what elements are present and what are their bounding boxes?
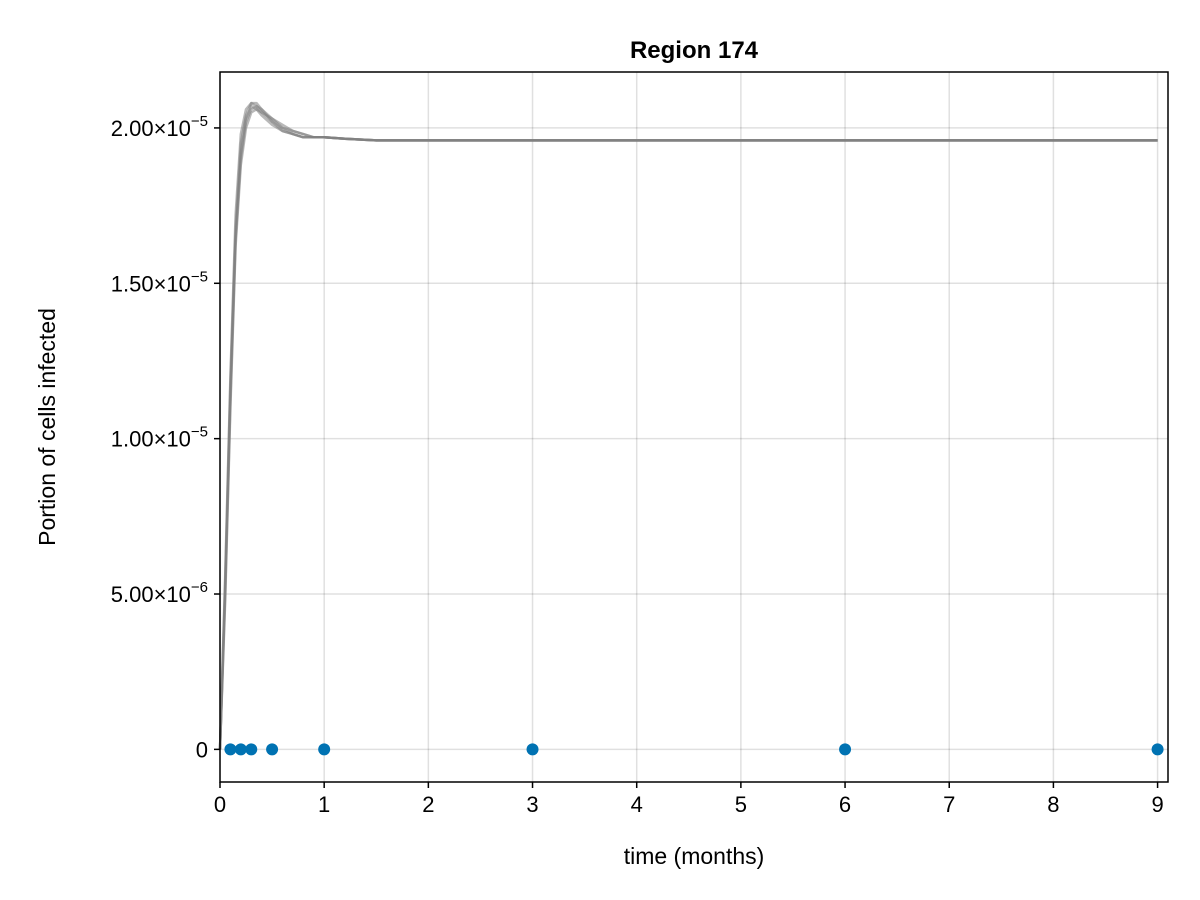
observation-point	[245, 743, 258, 756]
x-tick-label: 9	[1151, 792, 1163, 817]
x-tick-label: 8	[1047, 792, 1059, 817]
x-tick-label: 6	[839, 792, 851, 817]
observation-point	[224, 743, 237, 756]
x-axis-label: time (months)	[624, 843, 765, 869]
x-tick-label: 3	[526, 792, 538, 817]
y-tick-mantissa: 0	[196, 737, 208, 762]
observation-point	[1151, 743, 1164, 756]
plot-frame	[219, 71, 1169, 783]
observation-point	[526, 743, 539, 756]
y-tick-label: 2.00×10−5	[111, 113, 208, 141]
x-axis-ticks: 0 1 2 3 4 5 6 7 8 9	[214, 782, 1164, 817]
y-tick-mantissa: 1.50×10	[111, 271, 191, 296]
y-tick-mantissa: 5.00×10	[111, 582, 191, 607]
chart-title: Region 174	[630, 37, 759, 64]
observation-point	[318, 743, 331, 756]
simulation-ensemble	[218, 101, 1158, 750]
y-tick-exponent: −5	[191, 424, 208, 441]
y-tick-exponent: −5	[191, 268, 208, 285]
y-axis-label: Portion of cells infected	[34, 308, 60, 546]
simulation-line	[218, 104, 1158, 750]
x-tick-label: 0	[214, 792, 226, 817]
observation-point	[234, 743, 247, 756]
x-tick-label: 5	[735, 792, 747, 817]
gridlines	[219, 72, 1168, 782]
x-tick-label: 2	[422, 792, 434, 817]
observation-point	[839, 743, 852, 756]
y-tick-mantissa: 2.00×10	[111, 116, 191, 141]
y-tick-label: 1.50×10−5	[111, 268, 208, 296]
y-tick-exponent: −5	[191, 113, 208, 130]
y-tick-exponent: −6	[191, 579, 208, 596]
x-tick-label: 7	[943, 792, 955, 817]
y-tick-mantissa: 1.00×10	[111, 427, 191, 452]
y-axis-ticks: 05.00×10−61.00×10−51.50×10−52.00×10−5	[111, 113, 220, 762]
x-tick-label: 4	[631, 792, 643, 817]
y-tick-label: 1.00×10−5	[111, 424, 208, 452]
y-tick-label: 5.00×10−6	[111, 579, 208, 607]
x-tick-label: 1	[318, 792, 330, 817]
y-tick-label: 0	[196, 737, 208, 762]
observation-points	[224, 743, 1164, 756]
observation-point	[266, 743, 279, 756]
